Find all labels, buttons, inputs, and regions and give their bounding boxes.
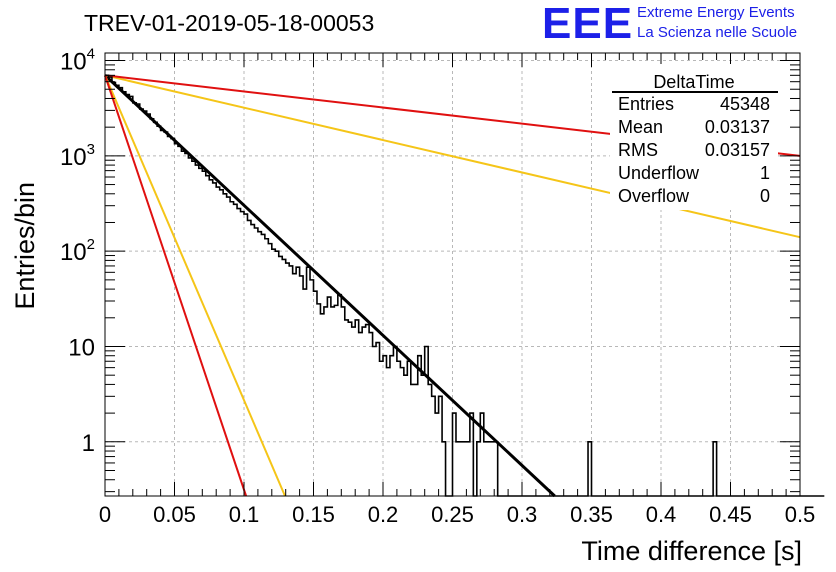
axis-ticks xyxy=(104,53,801,496)
x-tick-label: 0.05 xyxy=(153,502,196,527)
stats-value: 45348 xyxy=(720,94,770,114)
tick-labels: 0 0.05 0.1 0.15 0.2 0.25 0.3 0.35 0.4 0.45 0.51101… xyxy=(60,46,815,527)
x-tick-label: 0.45 xyxy=(709,502,752,527)
y-tick-label: 102 xyxy=(60,236,95,266)
stats-title: DeltaTime xyxy=(653,72,734,92)
y-axis-label: Entries/bin xyxy=(10,182,40,310)
logo-caption-line1: Extreme Energy Events xyxy=(637,4,795,21)
y-tick-label: 10 xyxy=(68,334,95,361)
run-title: TREV-01-2019-05-18-00053 xyxy=(84,10,375,36)
x-tick-label: 0 xyxy=(99,502,111,527)
x-tick-label: 0.4 xyxy=(646,502,677,527)
stats-value: 1 xyxy=(760,163,770,183)
x-axis-label: Time difference [s] xyxy=(581,536,802,566)
x-tick-label: 0.5 xyxy=(785,502,816,527)
logo-caption-line2: La Scienza nelle Scuole xyxy=(637,24,798,41)
stats-box: DeltaTime Entries 45348 Mean 0.03137 RMS 0.03… xyxy=(610,64,778,210)
y-tick-label: 1 xyxy=(82,430,95,457)
stats-value: 0.03137 xyxy=(705,117,770,137)
y-tick-label: 103 xyxy=(60,141,95,171)
stats-label: Mean xyxy=(618,117,663,137)
fit-line-2 xyxy=(104,74,801,239)
fit-line-5 xyxy=(104,74,248,497)
stats-label: RMS xyxy=(618,140,658,160)
y-tick-label: 104 xyxy=(60,46,95,76)
stats-value: 0 xyxy=(760,186,770,206)
eee-logo: EEE xyxy=(542,0,634,48)
fit-line-3 xyxy=(104,74,286,497)
stats-label: Underflow xyxy=(618,163,700,183)
x-tick-label: 0.15 xyxy=(292,502,335,527)
x-tick-label: 0.25 xyxy=(431,502,474,527)
x-tick-label: 0.3 xyxy=(507,502,538,527)
x-tick-label: 0.2 xyxy=(368,502,399,527)
stats-rows: Entries 45348 Mean 0.03137 RMS 0.03157Underfl… xyxy=(618,94,770,206)
x-tick-label: 0.35 xyxy=(570,502,613,527)
stats-label: Entries xyxy=(618,94,674,114)
x-tick-label: 0.1 xyxy=(229,502,260,527)
stats-label: Overflow xyxy=(618,186,690,206)
stats-value: 0.03157 xyxy=(705,140,770,160)
